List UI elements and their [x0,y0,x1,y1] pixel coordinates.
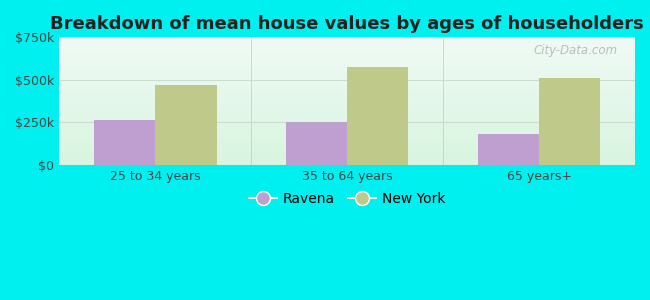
Bar [478,134,539,165]
Bar [155,85,216,165]
Bar [285,122,347,165]
Text: City-Data.com: City-Data.com [534,44,618,57]
Bar [94,120,155,165]
Bar [539,78,601,165]
Title: Breakdown of mean house values by ages of householders: Breakdown of mean house values by ages o… [50,15,644,33]
Legend: Ravena, New York: Ravena, New York [243,187,450,211]
Bar [347,67,408,165]
